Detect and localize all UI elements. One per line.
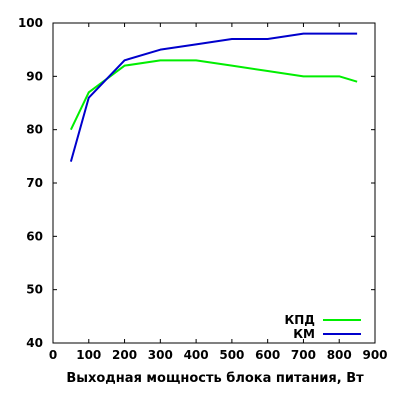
legend-label-2: КМ [293,327,315,341]
series-lines [69,32,358,162]
chart-axes [52,22,376,344]
x-tick-label: 400 [184,348,209,362]
x-tick-label: 500 [219,348,244,362]
y-tick-label: 100 [18,16,43,30]
x-tick-label: 100 [76,348,101,362]
y-tick-label: 60 [26,229,43,243]
x-tick-label: 700 [291,348,316,362]
y-tick-label: 90 [26,69,43,83]
series-line-2 [69,32,358,162]
x-tick-label: 800 [327,348,352,362]
x-tick-label: 900 [362,348,387,362]
y-tick-label: 70 [26,176,43,190]
legend-label-1: КПД [284,313,315,327]
x-tick-label: 0 [49,348,57,362]
x-tick-label: 300 [148,348,173,362]
x-tick-label: 600 [255,348,280,362]
y-tick-label: 80 [26,123,43,137]
plot-frame [52,22,376,344]
x-tick-label: 200 [112,348,137,362]
x-axis-label: Выходная мощность блока питания, Вт [66,371,364,386]
y-tick-label: 40 [26,336,43,350]
y-tick-label: 50 [26,283,43,297]
tick-labels: 0 100 200 300 400 500 600 700 800 900 40 50 60 70 80 90… [18,16,388,362]
